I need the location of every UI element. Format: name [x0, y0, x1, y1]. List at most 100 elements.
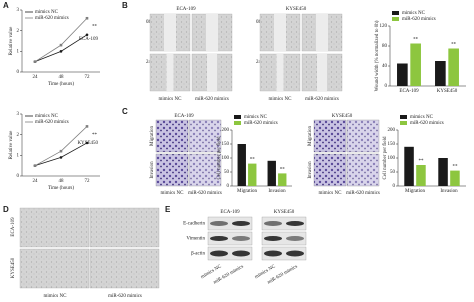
column-label: miR-620 mimics	[195, 97, 229, 102]
data-point	[33, 164, 37, 167]
column-label: mimics NC	[44, 294, 68, 299]
x-tick-label: 72	[85, 179, 91, 184]
x-tick-label: Invasion	[268, 189, 286, 194]
bar	[435, 61, 446, 86]
bar	[448, 48, 459, 86]
transwell-image	[313, 119, 347, 153]
significance: **	[250, 158, 256, 163]
wound-gap	[274, 14, 286, 51]
bar	[248, 163, 257, 186]
blot-band	[286, 221, 304, 226]
bar	[416, 165, 426, 186]
row-label: Invasion	[308, 161, 313, 179]
legend-label: mimics NC	[410, 115, 434, 120]
significance: **	[452, 165, 458, 170]
row-label: Migration	[150, 126, 155, 146]
data-point	[59, 156, 63, 159]
microscopy-image	[89, 207, 160, 248]
blot-strip	[261, 216, 307, 231]
wound-gap	[316, 14, 328, 51]
wound-gap	[166, 54, 174, 91]
x-tick-label: 48	[59, 75, 65, 80]
cell-line-label: ECA-109	[79, 37, 99, 42]
wound-gap	[207, 54, 217, 91]
bar	[278, 173, 287, 186]
y-axis-label: Cell number per field	[383, 136, 388, 179]
transwell-image	[155, 153, 189, 187]
y-tick-label: 0	[17, 174, 20, 179]
panel-label: E	[165, 205, 171, 214]
protein-label: Vimentin	[186, 237, 205, 242]
data-point	[33, 60, 37, 63]
microscopy-image	[89, 248, 160, 289]
legend-swatch	[234, 121, 241, 125]
data-point	[59, 50, 63, 53]
wound-gap	[276, 54, 284, 91]
x-tick-label: 72	[85, 75, 91, 80]
blot-strip	[207, 246, 253, 261]
transwell-image	[155, 119, 189, 153]
blot-strip	[207, 216, 253, 231]
bar	[438, 158, 448, 186]
significance: **	[418, 159, 424, 164]
bar	[450, 170, 460, 186]
blot-band	[264, 250, 282, 257]
y-tick-label: 2	[17, 133, 20, 138]
legend-swatch	[400, 115, 407, 119]
y-tick-label: 50	[390, 170, 396, 175]
legend-label: miR-620 mimics	[35, 16, 69, 21]
y-tick-label: 3	[17, 112, 20, 117]
significance: **	[280, 168, 286, 173]
y-tick-label: 150	[388, 142, 396, 147]
y-tick-label: 200	[222, 128, 230, 133]
x-tick-label: Invasion	[440, 189, 458, 194]
blot-band	[264, 236, 282, 241]
y-tick-label: 0	[17, 70, 20, 75]
y-tick-label: 1	[17, 49, 20, 54]
row-label: Migration	[308, 126, 313, 146]
bar	[267, 160, 276, 186]
x-tick-label: 48	[59, 179, 65, 184]
y-tick-label: 100	[388, 156, 396, 161]
y-tick-label: 2	[17, 29, 20, 34]
data-point	[59, 149, 63, 153]
legend-label: miR-620 mimics	[244, 121, 278, 126]
cell-line-label: KYSE450	[77, 141, 98, 146]
row-label: KYSE450	[11, 257, 16, 278]
bar	[404, 146, 414, 186]
blot-band	[286, 250, 304, 257]
blot-strip	[261, 246, 307, 261]
panel-label: C	[122, 107, 128, 116]
y-tick-label: 200	[388, 128, 396, 133]
legend-swatch	[392, 17, 399, 21]
y-axis-label: Relative value	[9, 26, 14, 56]
blot-strip	[261, 231, 307, 246]
blot-band	[210, 236, 228, 241]
blot-band	[232, 236, 250, 241]
significance: **	[451, 43, 457, 48]
row-label: 0h	[146, 20, 152, 25]
x-axis-label: Time (hours)	[48, 82, 74, 87]
column-label: mimics NC	[159, 97, 183, 102]
wound-gap	[317, 54, 327, 91]
transwell-image	[188, 153, 222, 187]
legend-label: miR-620 mimics	[35, 120, 69, 125]
data-point	[85, 33, 89, 37]
transwell-image	[346, 119, 380, 153]
y-tick-label: 40	[382, 64, 388, 69]
wound-gap	[206, 14, 218, 51]
x-tick-label: 24	[33, 75, 39, 80]
y-tick-label: 50	[224, 170, 230, 175]
y-tick-label: 0	[393, 184, 396, 189]
y-tick-label: 150	[222, 142, 230, 147]
microscopy-image	[19, 248, 90, 289]
line-series	[34, 142, 88, 167]
protein-label: E-cadherin	[183, 222, 205, 227]
y-axis-label: Relative value	[9, 130, 14, 160]
panel-label: A	[3, 1, 9, 10]
cell-line-label: KYSE450	[332, 114, 353, 119]
x-tick-label: ECA-109	[399, 89, 419, 94]
blot-band	[232, 250, 250, 257]
blot-band	[210, 221, 228, 226]
